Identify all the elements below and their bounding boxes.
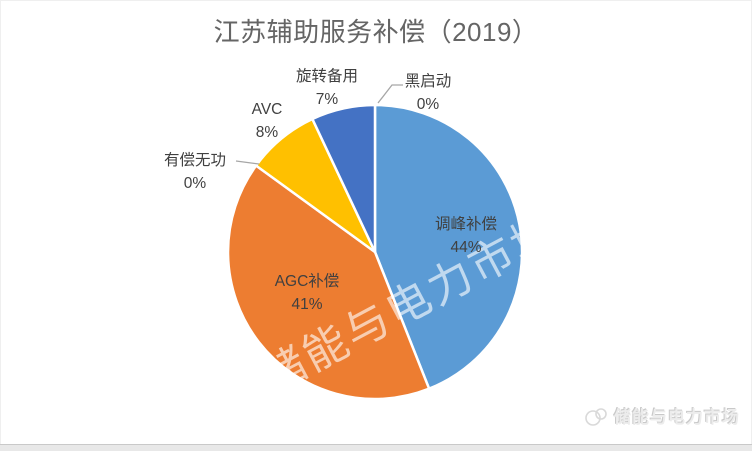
bottom-divider [0,444,752,451]
label-paid-reactive-name: 有偿无功 [163,152,227,169]
label-agc: AGC补偿 41% [275,270,340,316]
pie-slice-1 [226,163,431,401]
label-avc: AVC 8% [252,98,283,144]
label-avc-pct: 8% [255,124,279,141]
label-paid-reactive-pct: 0% [183,175,207,192]
label-black-start-pct: 0% [416,96,440,113]
pie-slices [226,103,524,401]
label-spinning-reserve: 旋转备用 7% [296,65,358,111]
label-peak-regulation-pct: 44% [450,239,482,256]
leader-line-black-start [377,84,403,104]
leader-line-paid-reactive [235,160,260,165]
label-peak-regulation: 调峰补偿 44% [435,213,497,259]
brand-logo-icon [585,407,607,426]
label-black-start-name: 黑启动 [404,73,452,90]
label-spinning-reserve-pct: 7% [315,91,339,108]
label-agc-pct: 41% [291,296,323,313]
label-paid-reactive: 有偿无功 0% [164,149,226,195]
label-avc-name: AVC [251,101,283,118]
label-agc-name: AGC补偿 [274,273,340,290]
label-spinning-reserve-name: 旋转备用 [295,68,359,85]
pie-slice-4 [310,103,377,253]
brand-logo-text: 储能与电力市场 [614,408,740,427]
pie-slice-0 [373,103,524,391]
chart-title: 江苏辅助服务补偿（2019） [213,17,539,47]
footer-brand: 储能与电力市场 [583,403,740,428]
label-black-start: 黑启动 0% [405,70,452,116]
label-peak-regulation-name: 调峰补偿 [434,216,498,233]
